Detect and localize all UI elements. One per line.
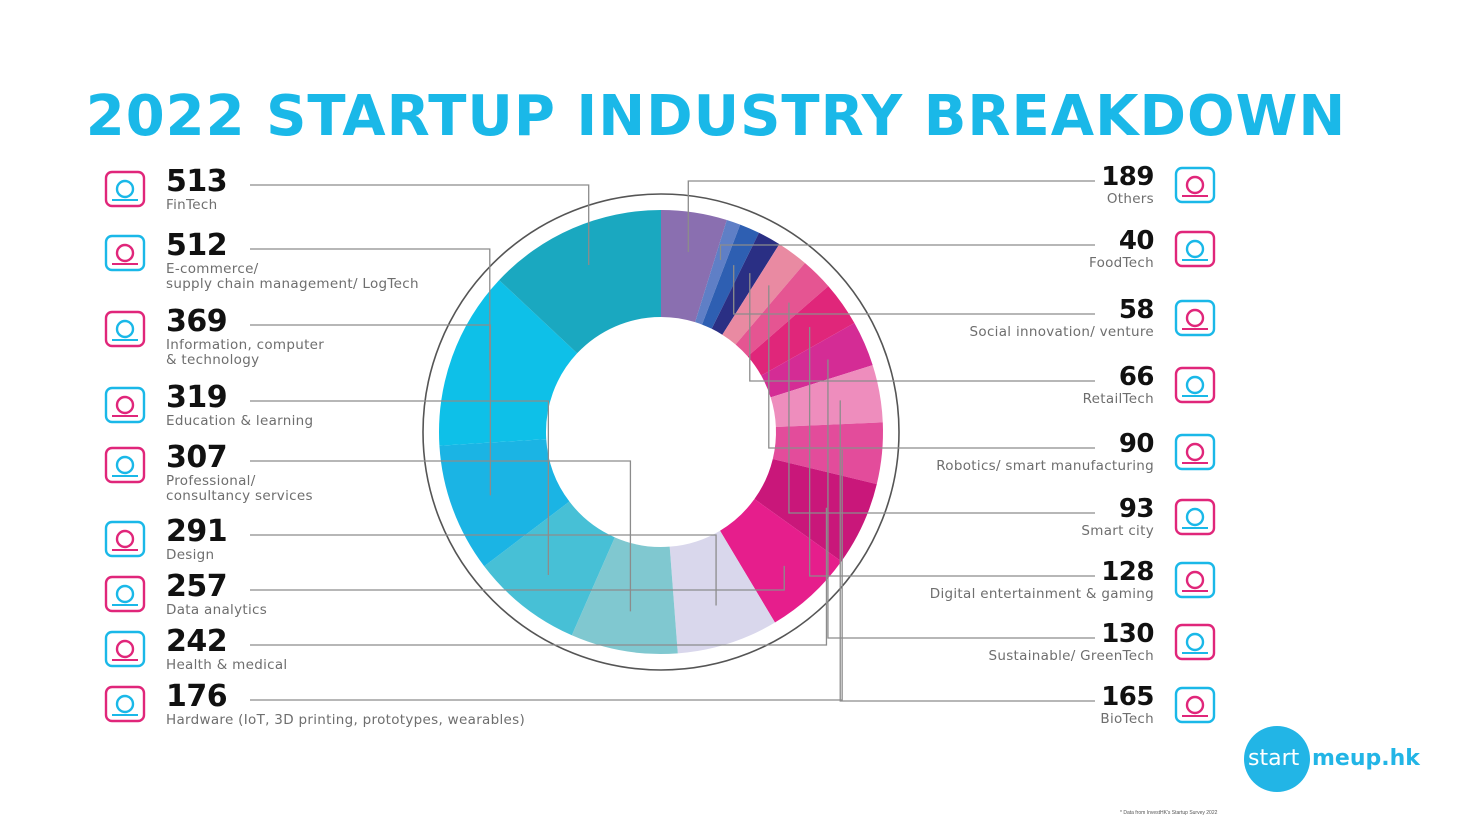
leader-line [250,507,828,646]
slice-value-label: 90 [1118,429,1155,459]
footnote: * Data from InvestHK's Startup Survey 20… [1120,810,1218,816]
graduation-certificate-icon [100,382,150,428]
devices-icon [100,306,150,352]
slice-value-label: 513 [166,164,228,199]
magnifier-report-icon [100,571,150,617]
leader-line [788,302,1095,514]
pie-slice[interactable] [722,244,805,345]
heart-syringe-icon [100,626,150,672]
slice-category-label: Education & learning [166,413,314,429]
slice-value-label: 93 [1118,494,1155,524]
leader-line [250,400,550,575]
leader-line [839,400,1095,702]
leader-line [250,534,717,606]
pie-slice[interactable] [571,537,678,654]
pie-slice[interactable] [439,280,578,446]
leader-line [687,180,1095,253]
robot-arm-icon [1170,429,1220,475]
pie-slice[interactable] [720,499,842,623]
leader-line [250,184,590,265]
slice-value-label: 130 [1101,619,1154,649]
atom-icon [1170,682,1220,728]
slice-value-label: 66 [1118,362,1155,392]
leader-line [749,273,1095,382]
shopping-bag-icon [1170,362,1220,408]
pie-slice[interactable] [499,210,661,354]
slice-value-label: 176 [166,679,228,714]
slice-category-label: Health & medical [166,657,288,673]
leader-line [808,326,1095,577]
slice-category-label: Others [1106,191,1154,207]
slice-category-label: Sustainable/ GreenTech [988,648,1154,664]
leader-line [827,359,1095,639]
outer-ring [422,193,900,671]
slice-category-label: Hardware (IoT, 3D printing, prototypes, … [166,712,526,728]
3d-box-icon [100,681,150,727]
leader-line [250,565,785,591]
plant-flask-icon [1170,619,1220,665]
pie-slice[interactable] [754,458,877,562]
slice-category-label: RetailTech [1082,391,1154,407]
slice-category-label: Smart city [1081,523,1154,539]
slice-category-label: E-commerce/ supply chain management/ Log… [166,261,419,292]
slice-category-label: Digital entertainment & gaming [929,586,1154,602]
slice-category-label: Robotics/ smart manufacturing [936,458,1154,474]
chat-bubbles-icon [1170,295,1220,341]
pie-slice[interactable] [747,286,855,376]
slice-category-label: FinTech [166,197,218,213]
slice-value-label: 58 [1118,295,1155,325]
gamepad-headset-icon [1170,557,1220,603]
leader-line [250,449,843,701]
pie-slice[interactable] [735,263,829,357]
slice-value-label: 369 [166,304,228,339]
design-board-icon [100,516,150,562]
slice-value-label: 128 [1101,557,1154,587]
slice-value-label: 257 [166,569,228,604]
slice-category-label: Social innovation/ venture [969,324,1154,340]
slice-value-label: 165 [1101,682,1154,712]
dollar-coin-icon [100,166,150,212]
pie-slice[interactable] [711,232,780,335]
smart-building-icon [1170,494,1220,540]
leader-line [768,285,1095,449]
pie-slice[interactable] [695,219,741,325]
slice-category-label: Information, computer & technology [166,337,325,368]
leader-line [719,244,1095,260]
consultants-icon [100,442,150,488]
pie-slice[interactable] [669,530,775,654]
slice-category-label: Data analytics [166,602,268,618]
leader-line [733,265,1095,315]
flowchart-icon [100,230,150,276]
slice-value-label: 307 [166,440,228,475]
page-title: 2022 STARTUP INDUSTRY BREAKDOWN [85,84,1347,149]
apple-circuit-icon [1170,226,1220,272]
slice-value-label: 512 [166,228,228,263]
slice-value-label: 319 [166,380,228,415]
brand-logo[interactable]: start meup.hk [1240,726,1420,794]
globe-icon [1170,162,1220,208]
leader-line [250,248,491,371]
logo-circle [1244,726,1310,792]
leader-line [250,460,632,612]
slice-value-label: 189 [1101,162,1154,192]
pie-slice[interactable] [702,224,759,329]
slice-category-label: Design [166,547,215,563]
logo-domain-text: meup.hk [1312,746,1420,771]
slice-category-label: FoodTech [1088,255,1154,271]
logo-start-text: start [1248,746,1300,771]
slice-category-label: Professional/ consultancy services [166,473,313,504]
slice-category-label: BioTech [1100,711,1154,727]
slice-value-label: 291 [166,514,228,549]
slice-value-label: 242 [166,624,228,659]
slice-value-label: 40 [1118,226,1155,256]
pie-slice[interactable] [661,210,727,323]
